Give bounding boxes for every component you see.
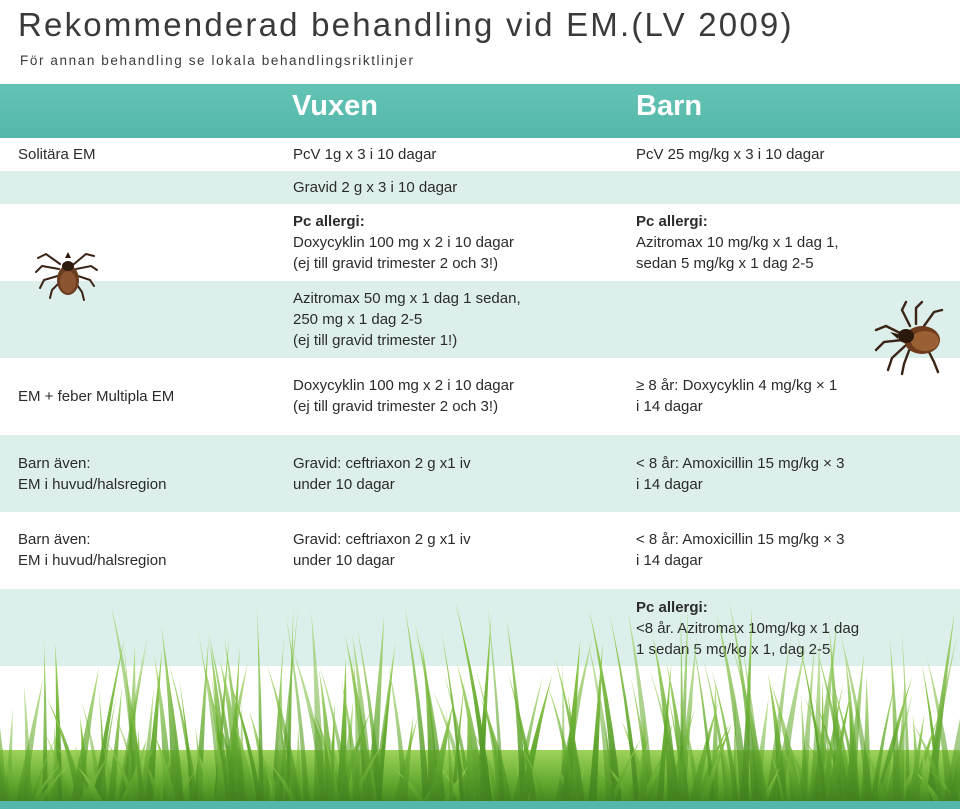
table-row: Barn även: EM i huvud/halsregion Gravid:… xyxy=(0,512,960,589)
table-header: Vuxen Barn xyxy=(0,84,960,138)
column-header-adult: Vuxen xyxy=(292,90,378,122)
adult-dosage: Gravid 2 g x 3 i 10 dagar xyxy=(293,179,458,196)
adult-dosage: Azitromax 50 mg x 1 dag 1 sedan, 250 mg … xyxy=(293,290,521,349)
table-row: Azitromax 50 mg x 1 dag 1 sedan, 250 mg … xyxy=(0,281,960,358)
tick-icon xyxy=(35,252,98,301)
bottom-bar xyxy=(0,801,960,809)
table-row: EM + feber Multipla EM Doxycyklin 100 mg… xyxy=(0,358,960,435)
column-header-child: Barn xyxy=(636,90,703,122)
child-dosage: < 8 år: Amoxicillin 15 mg/kg × 3 i 14 da… xyxy=(636,531,845,569)
child-dosage: < 8 år: Amoxicillin 15 mg/kg × 3 i 14 da… xyxy=(636,455,845,493)
table-row: Pc allergi: Doxycyklin 100 mg x 2 i 10 d… xyxy=(0,204,960,281)
child-dosage: ≥ 8 år: Doxycyklin 4 mg/kg × 1 i 14 daga… xyxy=(636,377,838,415)
adult-dosage: PcV 1g x 3 i 10 dagar xyxy=(293,146,437,163)
table-row: Pc allergi: <8 år. Azitromax 10mg/kg x 1… xyxy=(0,589,960,666)
row-label: Barn även: EM i huvud/halsregion xyxy=(18,531,167,569)
adult-dosage: Pc allergi: Doxycyklin 100 mg x 2 i 10 d… xyxy=(293,213,514,272)
table-row: Gravid 2 g x 3 i 10 dagar xyxy=(0,171,960,204)
tick-icon xyxy=(874,300,944,376)
adult-dosage: Gravid: ceftriaxon 2 g x1 iv under 10 da… xyxy=(293,531,471,569)
page-subtitle: För annan behandling se lokala behandlin… xyxy=(20,53,415,68)
row-label: EM + feber Multipla EM xyxy=(18,388,175,405)
row-label: Barn även: EM i huvud/halsregion xyxy=(18,455,167,493)
adult-dosage: Doxycyklin 100 mg x 2 i 10 dagar (ej til… xyxy=(293,377,514,415)
row-label: Solitära EM xyxy=(18,146,96,163)
table-row: Barn även: EM i huvud/halsregion Gravid:… xyxy=(0,435,960,512)
child-dosage: Pc allergi: Azitromax 10 mg/kg x 1 dag 1… xyxy=(636,213,839,272)
table-row: Solitära EM PcV 1g x 3 i 10 dagar PcV 25… xyxy=(0,138,960,171)
adult-dosage: Gravid: ceftriaxon 2 g x1 iv under 10 da… xyxy=(293,455,471,493)
grass-icon xyxy=(0,600,960,809)
child-dosage: PcV 25 mg/kg x 3 i 10 dagar xyxy=(636,146,825,163)
page-title: Rekommenderad behandling vid EM.(LV 2009… xyxy=(18,6,794,43)
